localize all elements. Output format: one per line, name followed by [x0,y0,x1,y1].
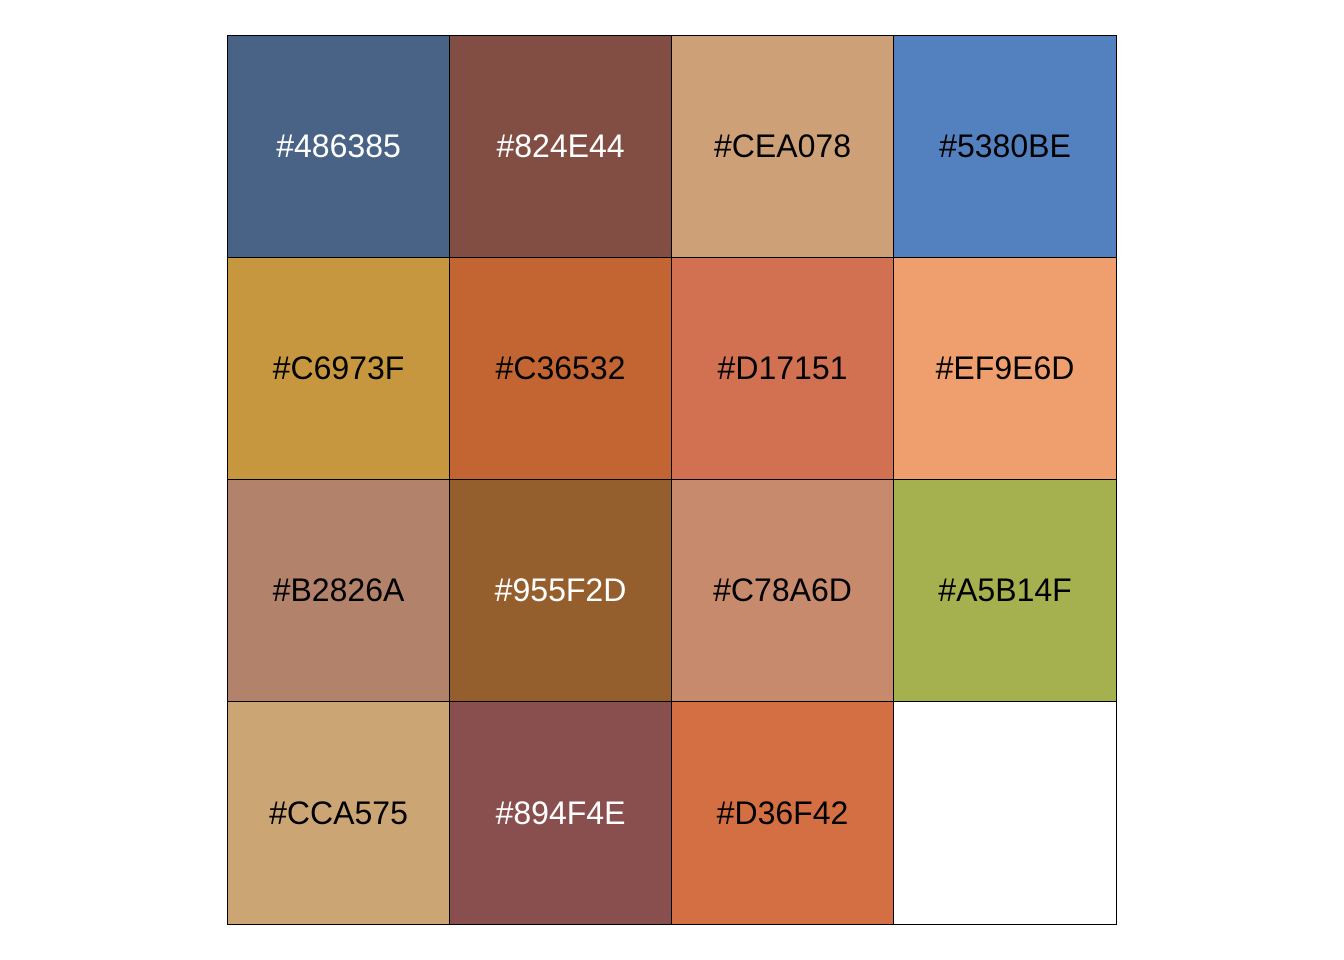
color-swatch: #B2826A [228,480,450,702]
color-swatch: #C78A6D [672,480,894,702]
color-swatch: #894F4E [450,702,672,924]
color-swatch: #CCA575 [228,702,450,924]
color-swatch: #5380BE [894,36,1116,258]
color-swatch: #D36F42 [672,702,894,924]
color-swatch: #C36532 [450,258,672,480]
color-swatch: #CEA078 [672,36,894,258]
color-swatch: #EF9E6D [894,258,1116,480]
empty-swatch [894,702,1116,924]
color-palette-grid: #486385 #824E44 #CEA078 #5380BE #C6973F … [227,35,1117,925]
color-swatch: #955F2D [450,480,672,702]
color-swatch: #824E44 [450,36,672,258]
color-swatch: #D17151 [672,258,894,480]
color-swatch: #A5B14F [894,480,1116,702]
color-swatch: #486385 [228,36,450,258]
color-swatch: #C6973F [228,258,450,480]
